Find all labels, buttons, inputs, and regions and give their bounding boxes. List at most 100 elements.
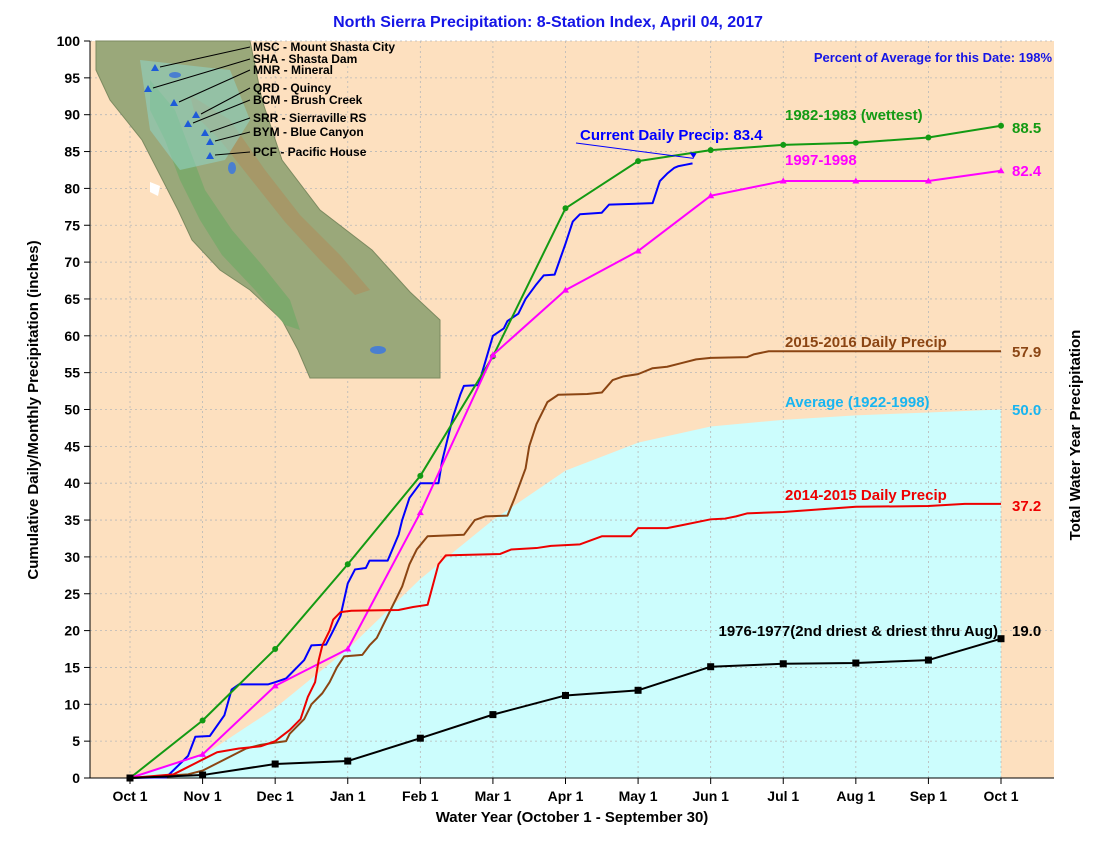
series-line-y2014_2015 [129,502,1001,779]
series-labels: Current Daily Precip: 83.4 1982-1983 (wet… [575,107,1042,640]
station-pointer [178,69,251,103]
station-pointer [214,131,251,142]
data-point-wettest [199,717,206,724]
x-tick-label: Jan 1 [330,788,366,804]
station-marker-icon [192,111,200,118]
series-line-y2015_2016 [129,350,1001,779]
y-tick-label: 25 [64,586,80,602]
station-label: SRR - Sierraville RS [253,111,366,125]
y-tick-label: 95 [64,70,80,86]
data-point-y1997 [852,177,860,184]
x-tick-label: Oct 1 [983,788,1018,804]
x-tick-label: Jun 1 [692,788,729,804]
chart-subtitle: Percent of Average for this Date: 198% [814,50,1053,65]
series-name-label: 2015-2016 Daily Precip [785,334,947,351]
data-point-y1997 [271,682,279,689]
station-label: MNR - Mineral [253,63,333,77]
station-label: MSC - Mount Shasta City [253,40,395,54]
series-final-value-label: 50.0 [1012,402,1041,419]
y-tick-label: 65 [64,291,80,307]
y-tick-label: 100 [57,33,81,49]
x-axis-label: Water Year (October 1 - September 30) [436,809,709,826]
data-point-y1976_1977 [271,760,279,768]
data-point-y1976_1977 [779,660,787,668]
station-pointer [200,87,251,115]
series-line-current [129,162,693,779]
y-tick-label: 45 [64,438,80,454]
series-final-value-label: 37.2 [1012,498,1041,515]
data-point-y1997 [344,645,352,652]
series-name-label: 2014-2015 Daily Precip [785,487,947,504]
series-name-label: 1976-1977(2nd driest & driest thru Aug) [718,623,998,640]
station-marker-icon [184,120,192,127]
x-tick-label: Apr 1 [548,788,584,804]
y-tick-label: 90 [64,107,80,123]
y-tick-label: 5 [72,733,80,749]
station-pointer [209,117,251,133]
data-point-y1976_1977 [562,691,569,699]
data-point-y1997 [779,177,787,184]
data-point-wettest [852,139,859,146]
data-point-y1976_1977 [634,686,642,694]
data-point-y1997 [634,247,642,254]
data-point-y1976_1977 [997,635,1005,643]
series-name-label: Current Daily Precip: 83.4 [580,127,763,144]
station-marker-icon [206,152,214,159]
y-tick-label: 10 [64,696,80,712]
station-marker-icon [151,64,159,71]
station-marker-icon [170,99,178,106]
x-tick-label: Mar 1 [475,788,512,804]
y-tick-label: 50 [64,402,80,418]
series-group [126,122,1005,782]
data-point-wettest [562,205,569,212]
y-tick-label: 20 [64,623,80,639]
y-tick-label: 75 [64,217,80,233]
data-point-y1976_1977 [344,757,352,765]
series-name-label: 1997-1998 [785,152,857,169]
x-tick-label: Jul 1 [767,788,799,804]
station-label: PCF - Pacific House [253,145,367,159]
y-tick-label: 40 [64,475,80,491]
station-marker-icon [201,129,209,136]
series-name-label: Average (1922-1998) [785,394,930,411]
station-pointer [152,58,251,89]
y-tick-label: 35 [64,512,80,528]
station-pointer [214,151,251,156]
x-tick-label: Feb 1 [402,788,439,804]
x-tick-label: Nov 1 [184,788,222,804]
station-marker-icon [144,85,152,92]
shasta-lake [169,72,181,78]
station-label: BCM - Brush Creek [253,93,363,107]
station-pointer [159,46,251,68]
data-point-y1997 [199,750,207,757]
y-axis-label: Cumulative Daily/Monthly Precipitation (… [25,240,42,579]
data-point-wettest [344,561,351,568]
central-valley [150,80,300,330]
y-axis-label-right: Total Water Year Precipitation [1067,330,1084,541]
data-point-y1976_1977 [924,656,932,664]
data-point-wettest [272,646,279,653]
x-tick-label: Sep 1 [910,788,948,804]
data-point-y1976_1977 [852,659,860,667]
data-point-y1976_1977 [416,734,424,742]
x-tick-label: Dec 1 [256,788,294,804]
station-pointer [192,99,251,124]
y-tick-label: 70 [64,254,80,270]
chart-title: North Sierra Precipitation: 8-Station In… [333,14,763,31]
data-point-y1997 [489,351,497,358]
data-point-y1976_1977 [707,663,715,671]
data-point-wettest [780,141,787,148]
y-tick-label: 85 [64,144,80,160]
data-point-y1976_1977 [126,774,134,782]
y-tick-label: 60 [64,328,80,344]
x-tick-label: Aug 1 [836,788,875,804]
sf-bay [150,182,160,196]
series-final-value-label: 57.9 [1012,344,1041,361]
series-name-label: 1982-1983 (wettest) [785,107,923,124]
y-tick-label: 30 [64,549,80,565]
data-point-y1997 [562,286,569,293]
y-axis-ticks: 0 5 10 15 20 25 30 35 40 45 50 55 60 65 70 75 80 85 90 95 10… [57,33,90,786]
data-point-wettest [925,134,932,141]
